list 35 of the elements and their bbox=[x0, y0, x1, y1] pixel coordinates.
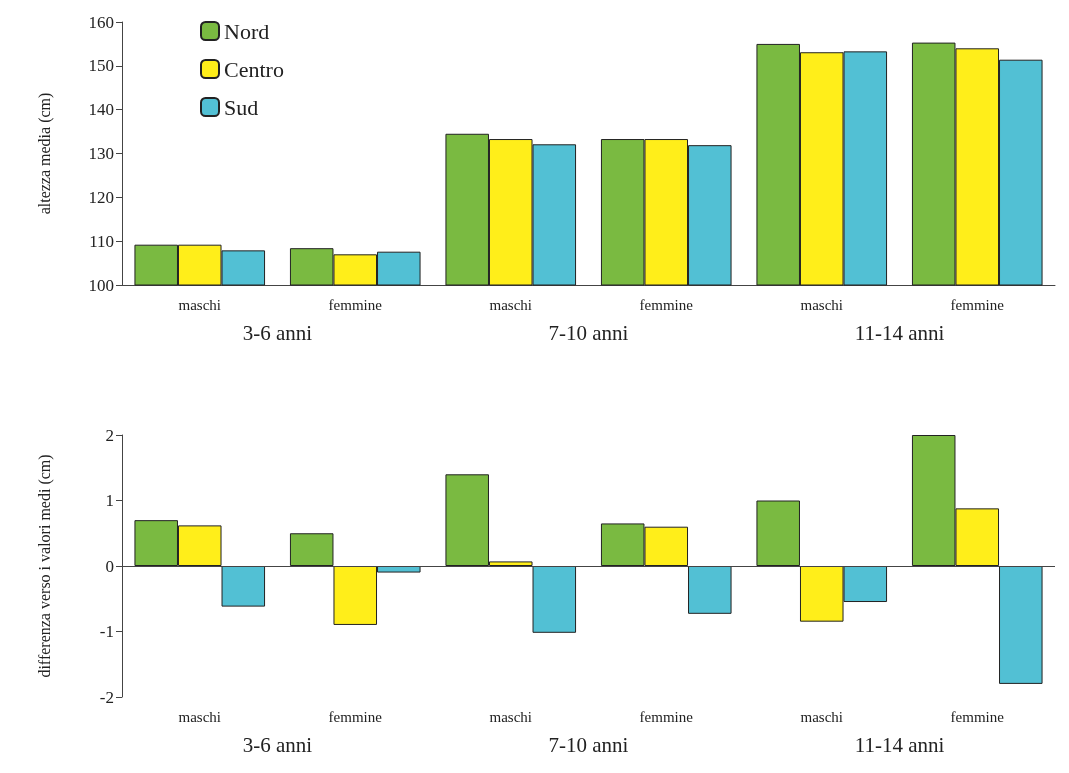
y-tick-label: 1 bbox=[105, 491, 114, 510]
x-tick-label: maschi bbox=[178, 708, 221, 725]
y-tick-label: 130 bbox=[88, 144, 114, 163]
text: 11-14 anni bbox=[854, 732, 945, 757]
y-tick-label: 100 bbox=[88, 275, 114, 295]
x-tick-label: femmine bbox=[328, 708, 383, 725]
y-axis-title: altezza media (cm) bbox=[35, 92, 54, 215]
y-tick-label: -1 bbox=[99, 622, 114, 641]
x-tick-label: femmine bbox=[950, 708, 1005, 725]
text: 3-6 anni bbox=[242, 732, 313, 757]
legend-label: Sud bbox=[224, 94, 259, 120]
y-tick-label: -2 bbox=[99, 687, 114, 707]
y-tick-label: 2 bbox=[105, 425, 114, 445]
y-tick-label: 160 bbox=[88, 12, 114, 32]
x-tick-label: maschi bbox=[178, 296, 221, 313]
text: 7-10 anni bbox=[548, 320, 629, 345]
x-tick-label: femmine bbox=[950, 296, 1005, 313]
x-tick-label: maschi bbox=[800, 708, 843, 725]
y-tick-label: 0 bbox=[105, 556, 114, 576]
y-axis-title: differenza verso i valori medi (cm) bbox=[35, 454, 54, 678]
x-tick-label: femmine bbox=[639, 708, 694, 725]
text: 7-10 anni bbox=[548, 732, 629, 757]
y-tick-label: 120 bbox=[88, 187, 114, 207]
text: 11-14 anni bbox=[854, 320, 945, 345]
y-tick-label: 110 bbox=[89, 231, 114, 251]
y-tick-label: 140 bbox=[88, 100, 114, 120]
x-tick-label: maschi bbox=[800, 296, 843, 313]
x-tick-label: femmine bbox=[328, 296, 383, 313]
x-tick-label: maschi bbox=[489, 708, 532, 725]
legend-label: Centro bbox=[224, 56, 284, 82]
y-tick-label: 150 bbox=[88, 56, 114, 76]
x-tick-label: maschi bbox=[489, 296, 532, 313]
x-tick-label: femmine bbox=[639, 296, 694, 313]
text: 3-6 anni bbox=[242, 320, 313, 345]
legend-label: Nord bbox=[224, 18, 270, 44]
